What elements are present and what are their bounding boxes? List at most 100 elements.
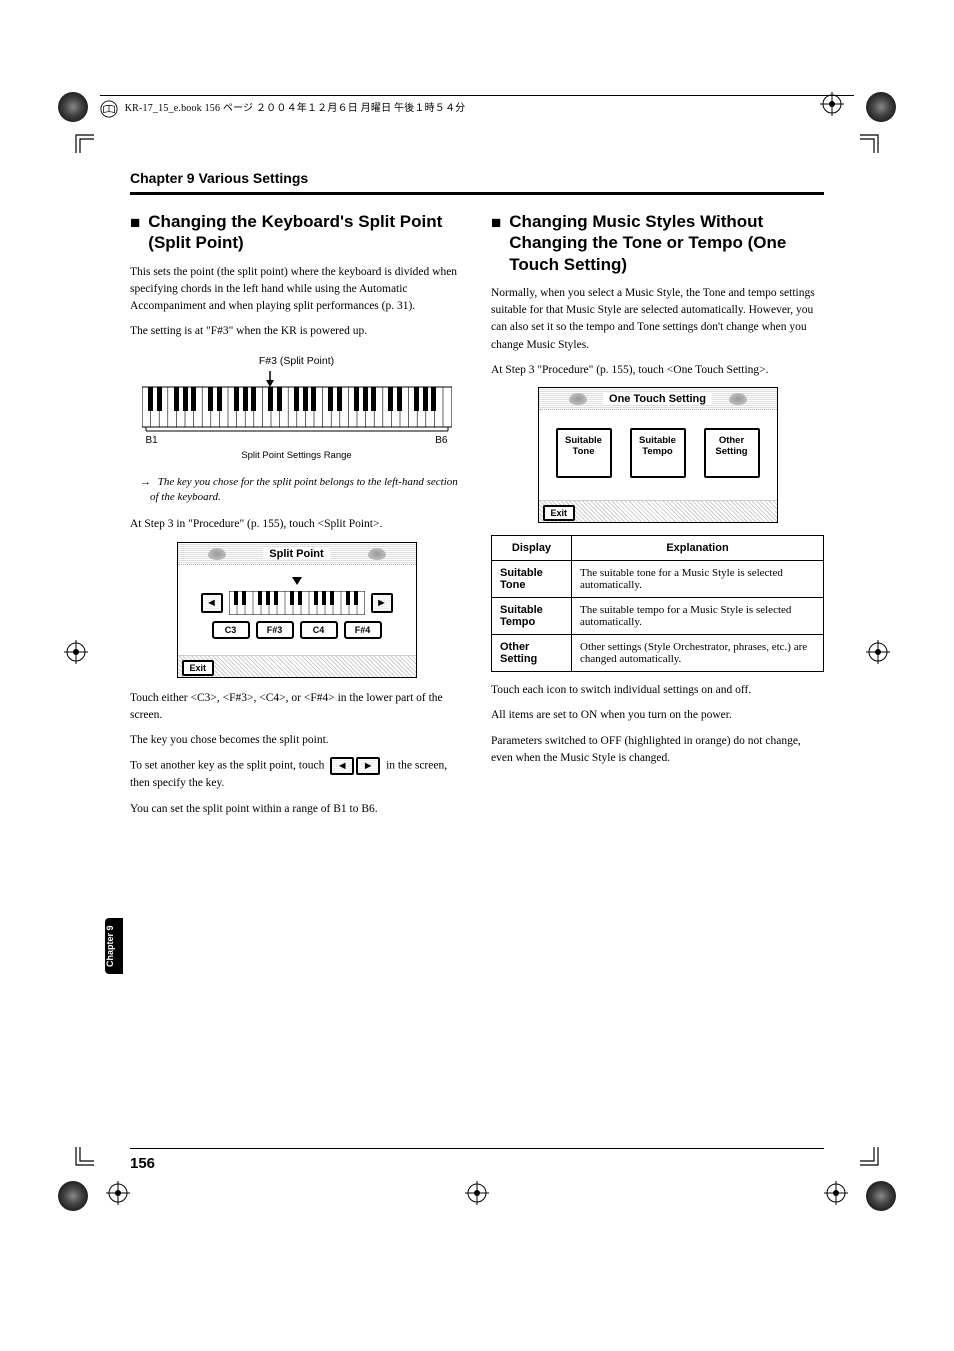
ots-btn-l1: Suitable <box>565 435 602 446</box>
split-right-arrow[interactable]: ► <box>371 593 393 613</box>
left-p1: This sets the point (the split point) wh… <box>130 264 463 316</box>
ots-btn-l1: Other <box>719 435 744 446</box>
td-display: Other Setting <box>492 635 572 672</box>
inline-right-arrow-icon: ► <box>356 757 380 775</box>
reg-mark-left <box>64 640 88 664</box>
kb-caption: Split Point Settings Range <box>142 450 452 461</box>
footer-rule <box>130 1148 824 1149</box>
th-display: Display <box>492 536 572 561</box>
ots-exit-button[interactable]: Exit <box>543 505 576 521</box>
crop-mark-br <box>860 1147 888 1175</box>
td-explanation: Other settings (Style Orchestrator, phra… <box>572 635 824 672</box>
left-heading: ■ Changing the Keyboard's Split Point (S… <box>130 211 463 254</box>
ots-btn-l2: Tempo <box>642 446 672 457</box>
heavy-rule <box>130 192 824 195</box>
td-display: Suitable Tone <box>492 561 572 598</box>
split-screen-title: Split Point <box>178 543 416 565</box>
explanation-table: Display Explanation Suitable Tone The su… <box>491 535 824 672</box>
split-exit-button[interactable]: Exit <box>182 660 215 676</box>
split-screen-body: ◄ <box>178 565 416 655</box>
table-head-row: Display Explanation <box>492 536 824 561</box>
left-p3: At Step 3 in "Procedure" (p. 155), touch… <box>130 516 463 533</box>
ots-suitable-tempo[interactable]: Suitable Tempo <box>630 428 686 478</box>
corner-mark-tl <box>58 92 88 122</box>
job-line-text: KR-17_15_e.book 156 ページ ２００４年１２月６日 月曜日 午… <box>125 103 466 114</box>
crop-mark-tl <box>66 125 94 153</box>
keyboard-svg <box>142 369 452 433</box>
left-p6a: To set another key as the split point, t… <box>130 760 327 772</box>
split-left-arrow[interactable]: ◄ <box>201 593 223 613</box>
ots-screen-footer: Exit <box>539 500 777 522</box>
preset-fsharp4[interactable]: F#4 <box>344 621 382 639</box>
kb-top-label: F#3 (Split Point) <box>142 355 452 367</box>
corner-mark-tr <box>866 92 896 122</box>
left-column: ■ Changing the Keyboard's Split Point (S… <box>130 211 463 826</box>
split-point-screen: Split Point ◄ <box>177 542 417 678</box>
table-row: Suitable Tone The suitable tone for a Mu… <box>492 561 824 598</box>
right-p3: Touch each icon to switch individual set… <box>491 682 824 699</box>
two-column-layout: ■ Changing the Keyboard's Split Point (S… <box>130 211 824 826</box>
ots-screen-title: One Touch Setting <box>539 388 777 410</box>
right-p2: At Step 3 "Procedure" (p. 155), touch <O… <box>491 362 824 379</box>
left-p7: You can set the split point within a ran… <box>130 801 463 818</box>
preset-c3[interactable]: C3 <box>212 621 250 639</box>
page-content: Chapter 9 Various Settings ■ Changing th… <box>130 170 824 826</box>
ots-other-setting[interactable]: Other Setting <box>704 428 760 478</box>
ots-screen: One Touch Setting Suitable Tone Suitable… <box>538 387 778 523</box>
ots-screen-body: Suitable Tone Suitable Tempo Other Setti… <box>539 410 777 500</box>
ots-suitable-tone[interactable]: Suitable Tone <box>556 428 612 478</box>
kb-range-labels: B1 B6 <box>142 435 452 446</box>
right-column: ■ Changing Music Styles Without Changing… <box>491 211 824 826</box>
split-indicator-arrow-icon <box>291 575 303 585</box>
td-explanation: The suitable tone for a Music Style is s… <box>572 561 824 598</box>
left-p2: The setting is at "F#3" when the KR is p… <box>130 323 463 340</box>
kb-left-note: B1 <box>146 435 158 446</box>
left-note-text: The key you chose for the split point be… <box>150 476 458 504</box>
kb-right-note: B6 <box>435 435 447 446</box>
right-p5: Parameters switched to OFF (highlighted … <box>491 733 824 768</box>
left-p4: Touch either <C3>, <F#3>, <C4>, or <F#4>… <box>130 690 463 725</box>
inline-left-arrow-icon: ◄ <box>330 757 354 775</box>
reg-mark-bottom-c <box>465 1181 489 1205</box>
ots-screen-title-text: One Touch Setting <box>603 393 712 405</box>
table-row: Suitable Tempo The suitable tempo for a … <box>492 598 824 635</box>
corner-mark-br <box>866 1181 896 1211</box>
section-bullet-icon: ■ <box>491 212 501 275</box>
left-p5: The key you chose becomes the split poin… <box>130 732 463 749</box>
page-number: 156 <box>130 1155 155 1172</box>
ots-btn-l1: Suitable <box>639 435 676 446</box>
keyboard-figure: F#3 (Split Point) <box>142 355 452 461</box>
book-icon <box>100 100 118 118</box>
td-explanation: The suitable tempo for a Music Style is … <box>572 598 824 635</box>
inline-arrow-buttons: ◄ ► <box>330 757 380 775</box>
crop-mark-bl <box>66 1147 94 1175</box>
chapter-title: Chapter 9 Various Settings <box>130 170 824 186</box>
reg-mark-right <box>866 640 890 664</box>
print-job-header: KR-17_15_e.book 156 ページ ２００４年１２月６日 月曜日 午… <box>100 95 854 118</box>
crop-mark-tr <box>860 125 888 153</box>
split-preset-row: C3 F#3 C4 F#4 <box>212 621 382 639</box>
right-heading: ■ Changing Music Styles Without Changing… <box>491 211 824 275</box>
right-p4: All items are set to ON when you turn on… <box>491 707 824 724</box>
corner-mark-bl <box>58 1181 88 1211</box>
split-screen-title-text: Split Point <box>263 548 329 560</box>
table-row: Other Setting Other settings (Style Orch… <box>492 635 824 672</box>
td-display: Suitable Tempo <box>492 598 572 635</box>
ots-btn-l2: Setting <box>715 446 747 457</box>
reg-mark-bottom-l <box>106 1181 130 1205</box>
split-screen-footer: Exit <box>178 655 416 677</box>
left-note: → The key you chose for the split point … <box>150 475 463 507</box>
mini-keyboard-row: ◄ <box>201 591 393 615</box>
mini-keyboard-icon <box>229 591 365 615</box>
ots-btn-l2: Tone <box>573 446 595 457</box>
preset-c4[interactable]: C4 <box>300 621 338 639</box>
th-explanation: Explanation <box>572 536 824 561</box>
section-bullet-icon: ■ <box>130 212 140 254</box>
chapter-side-tab: Chapter 9 <box>105 918 123 974</box>
reg-mark-bottom-r <box>824 1181 848 1205</box>
left-p6: To set another key as the split point, t… <box>130 757 463 792</box>
preset-fsharp3[interactable]: F#3 <box>256 621 294 639</box>
right-heading-text: Changing Music Styles Without Changing t… <box>509 211 824 275</box>
left-heading-text: Changing the Keyboard's Split Point (Spl… <box>148 211 463 254</box>
right-p1: Normally, when you select a Music Style,… <box>491 285 824 354</box>
